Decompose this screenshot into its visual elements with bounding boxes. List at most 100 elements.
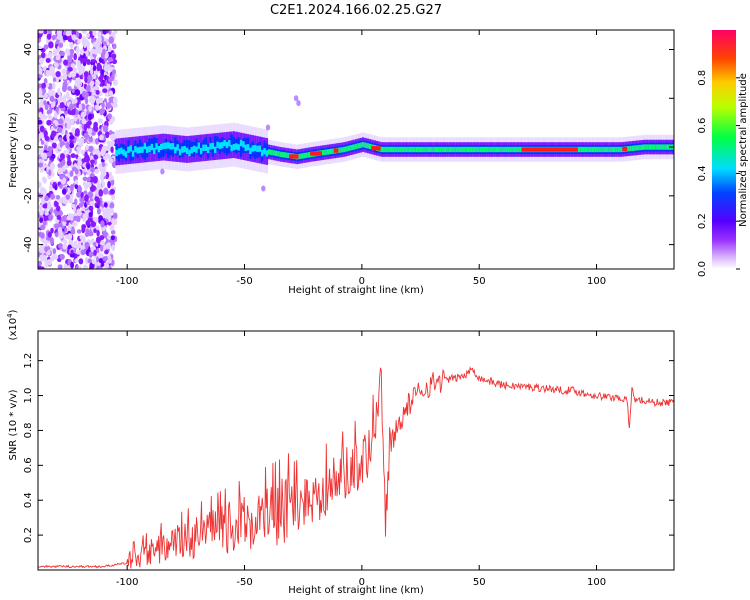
noise-speckle bbox=[40, 232, 45, 239]
noise-speckle bbox=[90, 167, 95, 173]
noise-speckle bbox=[67, 224, 72, 231]
signal-band-core bbox=[366, 143, 369, 149]
spectrogram-frame bbox=[37, 29, 675, 270]
noise-speckle bbox=[85, 50, 89, 57]
noise-speckle bbox=[50, 153, 56, 160]
noise-speckle bbox=[54, 120, 59, 127]
noise-speckle bbox=[51, 142, 57, 149]
noise-speckle bbox=[93, 228, 97, 234]
noise-speckle bbox=[66, 122, 72, 130]
noise-speckle bbox=[74, 258, 79, 263]
noise-speckle bbox=[54, 201, 59, 207]
noise-speckle bbox=[110, 133, 115, 141]
signal-band-core bbox=[176, 144, 179, 151]
noise-speckle bbox=[97, 46, 102, 55]
noise-speckle bbox=[88, 211, 93, 218]
signal-band-core bbox=[439, 146, 442, 153]
signal-band-core bbox=[453, 146, 456, 153]
signal-band-core bbox=[286, 152, 290, 159]
noise-speckle bbox=[108, 141, 114, 148]
noise-speckle bbox=[102, 88, 108, 94]
noise-speckle bbox=[80, 111, 87, 118]
signal-band-core bbox=[650, 144, 653, 150]
noise-speckle bbox=[64, 234, 70, 240]
noise-speckle bbox=[112, 212, 118, 220]
noise-speckle bbox=[93, 249, 97, 256]
signal-band-core bbox=[279, 151, 283, 158]
signal-band-core bbox=[197, 142, 200, 149]
signal-band-core bbox=[204, 144, 208, 151]
noise-speckle bbox=[84, 194, 89, 202]
noise-speckle bbox=[92, 65, 97, 71]
noise-speckle bbox=[74, 198, 78, 206]
stray-blob bbox=[261, 185, 266, 192]
noise-speckle bbox=[102, 256, 108, 262]
noise-speckle bbox=[45, 69, 50, 77]
noise-speckle bbox=[65, 91, 70, 100]
signal-band-core bbox=[582, 146, 585, 153]
signal-band-core bbox=[641, 144, 644, 150]
signal-band-core bbox=[218, 142, 222, 149]
noise-speckle bbox=[85, 228, 90, 234]
x-tick-label: -50 bbox=[236, 276, 252, 287]
signal-band-core bbox=[629, 145, 632, 152]
spectrogram-x-label: Height of straight line (km) bbox=[288, 285, 424, 296]
noise-speckle bbox=[111, 69, 117, 75]
noise-speckle bbox=[73, 215, 78, 221]
noise-speckle bbox=[47, 203, 52, 210]
signal-band-core bbox=[617, 146, 621, 153]
signal-band-mid bbox=[253, 144, 257, 159]
noise-speckle bbox=[54, 232, 59, 238]
signal-band-core bbox=[143, 142, 147, 150]
signal-band-core bbox=[514, 146, 517, 153]
noise-speckle bbox=[77, 114, 81, 120]
signal-band-core bbox=[352, 144, 355, 150]
noise-speckle bbox=[55, 55, 61, 61]
noise-speckle bbox=[98, 189, 104, 197]
snr-y-ticks: 0.2 0.4 0.6 0.8 1.0 1.2 bbox=[23, 353, 674, 543]
noise-speckle bbox=[89, 155, 94, 161]
noise-speckle bbox=[38, 147, 43, 155]
noise-speckle bbox=[48, 214, 54, 221]
noise-speckle bbox=[79, 234, 85, 240]
signal-band-core bbox=[263, 148, 266, 155]
noise-speckle bbox=[59, 51, 65, 57]
noise-speckle bbox=[96, 64, 100, 72]
signal-band-core bbox=[206, 146, 210, 154]
noise-speckle bbox=[76, 211, 83, 216]
noise-speckle bbox=[81, 30, 87, 34]
x-tick-label: 100 bbox=[587, 276, 606, 287]
noise-speckle bbox=[39, 125, 45, 133]
noise-speckle bbox=[88, 251, 93, 259]
y-tick-label: 1.0 bbox=[23, 388, 34, 404]
x-tick-label: -50 bbox=[236, 577, 252, 588]
signal-peak bbox=[289, 154, 299, 159]
noise-speckle bbox=[38, 181, 42, 189]
noise-speckle bbox=[111, 244, 116, 251]
noise-speckle bbox=[100, 173, 104, 181]
spectrogram-x-ticks: -100 -50 0 50 100 bbox=[116, 30, 606, 287]
noise-speckle bbox=[76, 229, 82, 234]
spectrogram-panel: -100 -50 0 50 100 -40 -20 0 20 40 Height of stra… bbox=[8, 29, 675, 296]
noise-speckle bbox=[96, 183, 102, 190]
noise-speckle bbox=[72, 205, 77, 213]
noise-speckle bbox=[43, 30, 48, 35]
noise-speckle bbox=[106, 82, 111, 89]
signal-band-core bbox=[152, 147, 156, 155]
signal-band-core bbox=[432, 146, 435, 153]
x-tick-label: 50 bbox=[473, 276, 486, 287]
noise-speckle bbox=[70, 72, 77, 78]
signal-band-core bbox=[467, 146, 470, 153]
noise-speckle bbox=[86, 164, 91, 170]
noise-speckle bbox=[108, 90, 114, 97]
noise-speckle bbox=[50, 102, 55, 109]
signal-band-core bbox=[181, 146, 184, 153]
noise-speckle bbox=[47, 51, 53, 59]
signal-band-core bbox=[275, 150, 278, 157]
signal-band-core bbox=[507, 146, 510, 153]
noise-speckle bbox=[62, 197, 67, 204]
signal-band-core bbox=[265, 150, 269, 157]
noise-speckle bbox=[62, 73, 68, 80]
noise-speckle bbox=[39, 217, 44, 223]
stray-blob bbox=[296, 100, 301, 107]
